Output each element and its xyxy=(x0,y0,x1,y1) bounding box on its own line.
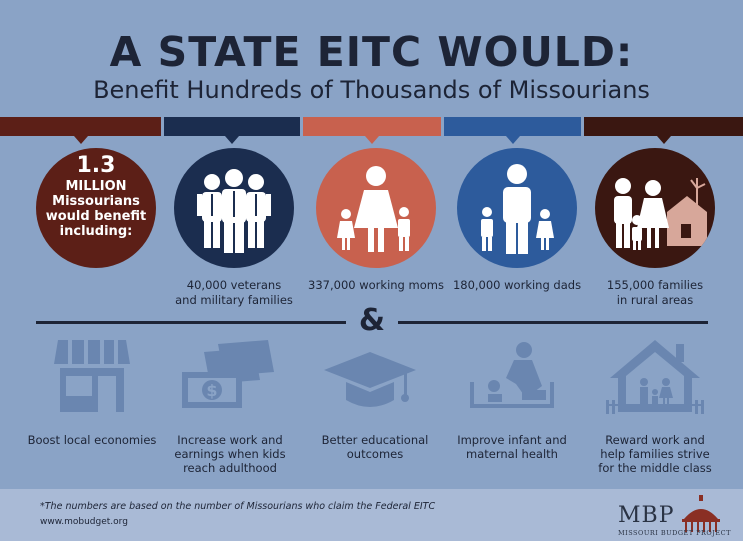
benefit-caption-earnings-line-1: Increase work and xyxy=(177,433,283,447)
color-bar-blue xyxy=(444,117,581,144)
ampersand-separator: & xyxy=(358,303,386,338)
divider-right xyxy=(398,321,708,324)
veterans-caption-line-1: 40,000 veterans xyxy=(186,278,282,292)
benefit-caption-health-line-2: maternal health xyxy=(466,447,558,461)
benefit-caption-education: Better educational outcomes xyxy=(300,433,450,461)
summary-line-4: including: xyxy=(59,224,133,239)
veterans-circle xyxy=(174,148,294,268)
benefit-caption-middle-class-line-1: Reward work and xyxy=(605,433,705,447)
rural-family-caption: 155,000 families in rural areas xyxy=(585,278,725,308)
summary-circle: 1.3 MILLION Missourians would benefit in… xyxy=(36,148,156,268)
working-dad-icon xyxy=(481,164,554,254)
rural-family-circle xyxy=(595,148,715,268)
benefit-caption-health: Improve infant and maternal health xyxy=(442,433,582,461)
working-mom-caption: 337,000 working moms xyxy=(306,278,446,293)
mother-infant-icon xyxy=(470,342,554,408)
benefit-caption-middle-class-line-2: help families strive xyxy=(600,447,710,461)
page-subtitle: Benefit Hundreds of Thousands of Missour… xyxy=(93,76,650,104)
family-home-icon xyxy=(606,340,704,414)
working-dad-caption: 180,000 working dads xyxy=(447,278,587,293)
color-bar-coral xyxy=(303,117,441,144)
graduation-cap-icon xyxy=(324,352,416,407)
benefit-caption-middle-class-line-3: for the middle class xyxy=(598,461,712,475)
logo-letters: MBP xyxy=(618,503,675,528)
veterans-icon xyxy=(197,169,271,253)
rural-family-caption-line-2: in rural areas xyxy=(616,293,694,307)
veterans-caption: 40,000 veterans and military families xyxy=(164,278,304,308)
benefit-caption-earnings-line-3: reach adulthood xyxy=(183,461,277,475)
benefit-caption-education-line-1: Better educational outcomes xyxy=(321,433,429,461)
color-bar-navy xyxy=(164,117,300,144)
divider-left xyxy=(36,321,346,324)
svg-text:$: $ xyxy=(206,381,217,400)
summary-unit: MILLION xyxy=(65,179,127,194)
website-link[interactable]: www.mobudget.org xyxy=(40,517,128,527)
benefit-caption-economies: Boost local economies xyxy=(22,433,162,447)
summary-stat: 1.3 MILLION Missourians would benefit in… xyxy=(36,153,156,239)
color-bar-darkbrown xyxy=(584,117,743,144)
rural-family-icon xyxy=(614,178,707,250)
benefit-caption-earnings: Increase work and earnings when kids rea… xyxy=(160,433,300,475)
benefit-caption-health-line-1: Improve infant and xyxy=(457,433,567,447)
summary-number: 1.3 xyxy=(76,153,116,178)
benefit-caption-middle-class: Reward work and help families strive for… xyxy=(585,433,725,475)
benefit-caption-economies-line-1: Boost local economies xyxy=(27,433,157,447)
working-mom-circle xyxy=(316,148,436,268)
veterans-caption-line-2: and military families xyxy=(175,293,293,307)
mbp-logo: MBP Missouri Budget Project xyxy=(618,495,731,539)
summary-line-3: would benefit xyxy=(45,209,147,224)
storefront-icon xyxy=(54,340,130,412)
logo-name: Missouri Budget Project xyxy=(618,529,731,537)
benefit-caption-earnings-line-2: earnings when kids xyxy=(174,447,286,461)
rural-family-caption-line-1: 155,000 families xyxy=(606,278,704,292)
working-mom-caption-line-1: 337,000 working moms xyxy=(308,278,444,292)
working-mom-icon xyxy=(337,166,410,252)
footer: *The numbers are based on the number of … xyxy=(0,489,743,541)
summary-line-2: Missourians xyxy=(52,194,140,209)
money-stack-icon: $ xyxy=(182,340,274,408)
color-bar-maroon xyxy=(0,117,161,144)
capitol-dome-icon xyxy=(682,495,720,532)
working-dad-circle xyxy=(457,148,577,268)
footnote: *The numbers are based on the number of … xyxy=(40,501,436,512)
page-title: A STATE EITC WOULD: xyxy=(109,28,634,76)
working-dad-caption-line-1: 180,000 working dads xyxy=(452,278,582,292)
header: A STATE EITC WOULD: Benefit Hundreds of … xyxy=(0,0,743,118)
